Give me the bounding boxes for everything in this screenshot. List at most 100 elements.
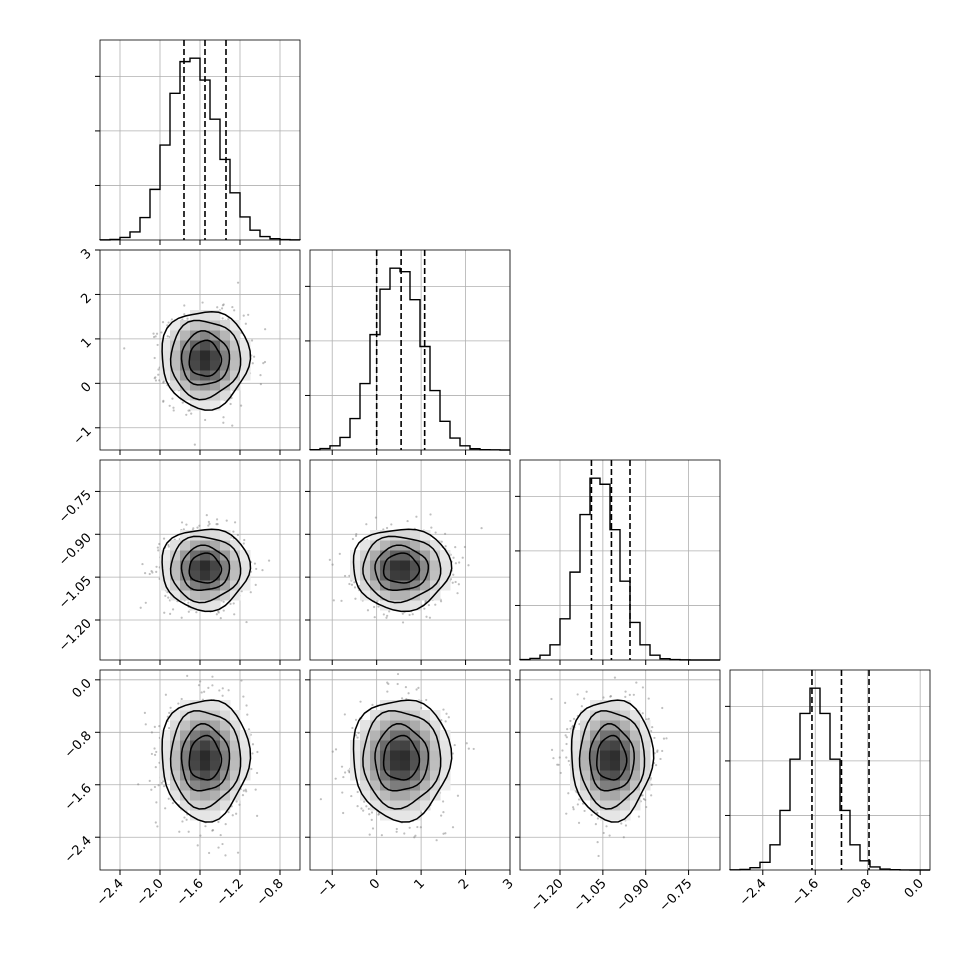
scatter-point xyxy=(156,333,158,335)
scatter-point xyxy=(217,821,219,823)
scatter-point xyxy=(252,743,254,745)
scatter-point xyxy=(341,791,343,793)
scatter-point xyxy=(624,696,626,698)
scatter-point xyxy=(181,617,183,619)
scatter-point xyxy=(223,303,225,305)
scatter-point xyxy=(468,748,470,750)
scatter-point xyxy=(645,806,647,808)
scatter-point xyxy=(452,557,454,559)
scatter-point xyxy=(440,814,442,816)
scatter-point xyxy=(390,523,392,525)
density-cell xyxy=(440,560,451,571)
scatter-point xyxy=(233,613,235,615)
density-cell xyxy=(400,740,411,751)
scatter-point xyxy=(397,683,399,685)
scatter-point xyxy=(565,813,567,815)
scatter-point xyxy=(164,595,166,597)
scatter-point xyxy=(251,339,253,341)
scatter-point xyxy=(218,689,220,691)
scatter-point xyxy=(444,533,446,535)
scatter-point xyxy=(204,825,206,827)
density-cell xyxy=(390,590,401,601)
scatter-point xyxy=(255,584,257,586)
scatter-point xyxy=(245,621,247,623)
scatter-point xyxy=(233,309,235,311)
scatter-point xyxy=(137,783,139,785)
scatter-point xyxy=(452,826,454,828)
scatter-point xyxy=(425,699,427,701)
scatter-point xyxy=(157,368,159,370)
scatter-point xyxy=(625,824,627,826)
density-cell xyxy=(360,760,371,771)
density-cell xyxy=(400,750,411,761)
scatter-point xyxy=(455,562,457,564)
density-cell xyxy=(160,360,171,371)
scatter-point xyxy=(374,616,376,618)
scatter-point xyxy=(151,731,153,733)
scatter-point xyxy=(149,780,151,782)
scatter-point xyxy=(386,527,388,529)
scatter-point xyxy=(442,833,444,835)
scatter-point xyxy=(577,803,579,805)
scatter-point xyxy=(242,794,244,796)
density-cell xyxy=(400,700,411,711)
scatter-point xyxy=(222,422,224,424)
density-cell xyxy=(400,560,411,571)
scatter-point xyxy=(260,383,262,385)
scatter-point xyxy=(206,514,208,516)
scatter-point xyxy=(597,855,599,857)
scatter-point xyxy=(648,697,650,699)
scatter-point xyxy=(633,694,635,696)
density-cell xyxy=(170,320,181,331)
density-cell xyxy=(390,790,401,801)
scatter-point xyxy=(603,832,605,834)
density-cell xyxy=(630,710,641,721)
scatter-point xyxy=(347,769,349,771)
scatter-point xyxy=(186,819,188,821)
density-cell xyxy=(220,550,231,561)
scatter-point xyxy=(164,807,166,809)
scatter-point xyxy=(397,673,399,675)
scatter-point xyxy=(570,728,572,730)
scatter-point xyxy=(430,526,432,528)
density-cell xyxy=(190,790,201,801)
scatter-point xyxy=(168,798,170,800)
scatter-point xyxy=(185,523,187,525)
scatter-point xyxy=(407,692,409,694)
scatter-point xyxy=(583,810,585,812)
scatter-point xyxy=(243,539,245,541)
scatter-point xyxy=(609,696,611,698)
scatter-point xyxy=(569,720,571,722)
scatter-point xyxy=(448,716,450,718)
density-cell xyxy=(220,330,231,341)
scatter-point xyxy=(216,523,218,525)
scatter-point xyxy=(259,374,261,376)
scatter-point xyxy=(387,683,389,685)
scatter-point xyxy=(216,306,218,308)
scatter-point xyxy=(609,834,611,836)
scatter-point xyxy=(227,811,229,813)
scatter-point xyxy=(665,737,667,739)
scatter-point xyxy=(229,603,231,605)
scatter-point xyxy=(442,800,444,802)
scatter-point xyxy=(223,601,225,603)
scatter-point xyxy=(558,764,560,766)
scatter-point xyxy=(247,314,249,316)
density-cell xyxy=(610,760,621,771)
scatter-point xyxy=(441,541,443,543)
scatter-point xyxy=(223,609,225,611)
scatter-point xyxy=(199,835,201,837)
density-cell xyxy=(410,720,421,731)
scatter-point xyxy=(183,304,185,306)
scatter-point xyxy=(178,831,180,833)
scatter-point xyxy=(240,679,242,681)
scatter-point xyxy=(144,572,146,574)
density-cell xyxy=(240,350,251,361)
scatter-point xyxy=(243,315,245,317)
density-cell xyxy=(410,790,421,801)
scatter-point xyxy=(368,813,370,815)
scatter-point xyxy=(153,747,155,749)
scatter-point xyxy=(591,814,593,816)
scatter-point xyxy=(550,698,552,700)
